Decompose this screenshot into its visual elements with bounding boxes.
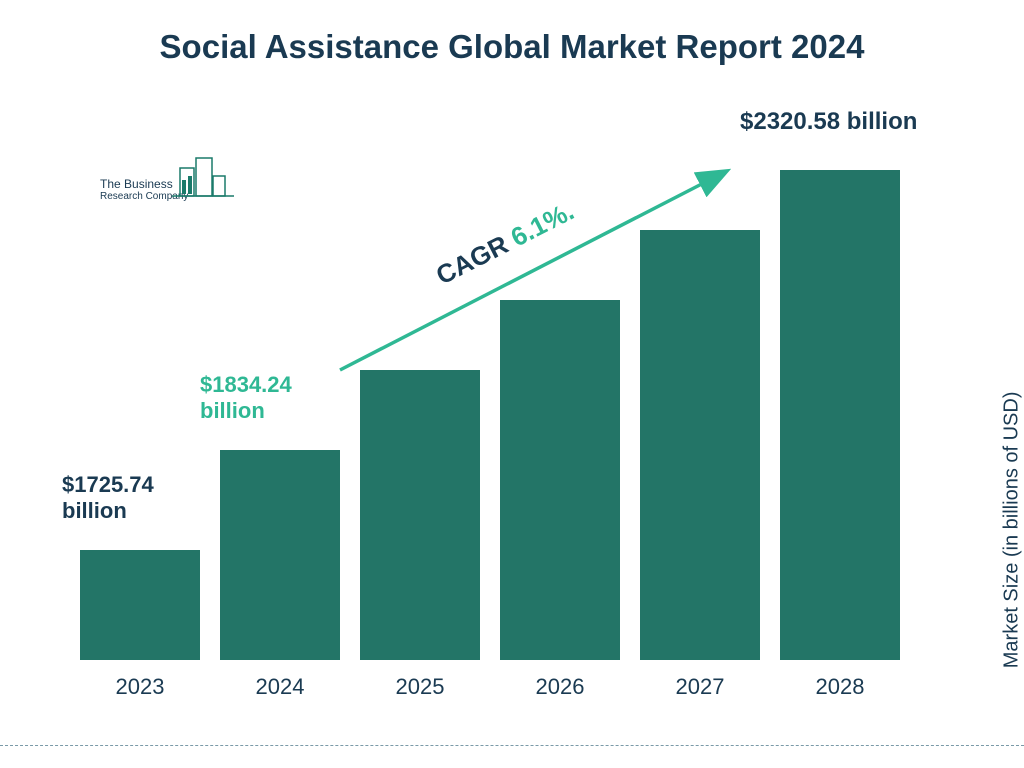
xlabel-2023: 2023 [80,674,200,700]
bar-rect [220,450,340,660]
bar-2023 [80,550,200,660]
x-axis-labels: 2023 2024 2025 2026 2027 2028 [80,674,900,700]
value-line2: billion [62,498,154,524]
value-label-2028: $2320.58 billion [740,108,917,137]
cagr-arrow-icon [330,160,740,380]
xlabel-2027: 2027 [640,674,760,700]
value-line2: billion [200,398,292,424]
value-label-2023: $1725.74 billion [62,472,154,525]
xlabel-2026: 2026 [500,674,620,700]
xlabel-2025: 2025 [360,674,480,700]
bottom-divider [0,745,1024,746]
y-axis-label: Market Size (in billions of USD) [1001,392,1024,669]
value-label-2024: $1834.24 billion [200,372,292,425]
value-line1: $2320.58 billion [740,108,917,135]
value-line1: $1725.74 [62,472,154,498]
bar-rect [360,370,480,660]
xlabel-2024: 2024 [220,674,340,700]
bar-rect [780,170,900,660]
value-line1: $1834.24 [200,372,292,398]
chart-title: Social Assistance Global Market Report 2… [0,28,1024,66]
bar-2028 [780,170,900,660]
bar-rect [80,550,200,660]
xlabel-2028: 2028 [780,674,900,700]
bar-2025 [360,370,480,660]
bar-2024 [220,450,340,660]
